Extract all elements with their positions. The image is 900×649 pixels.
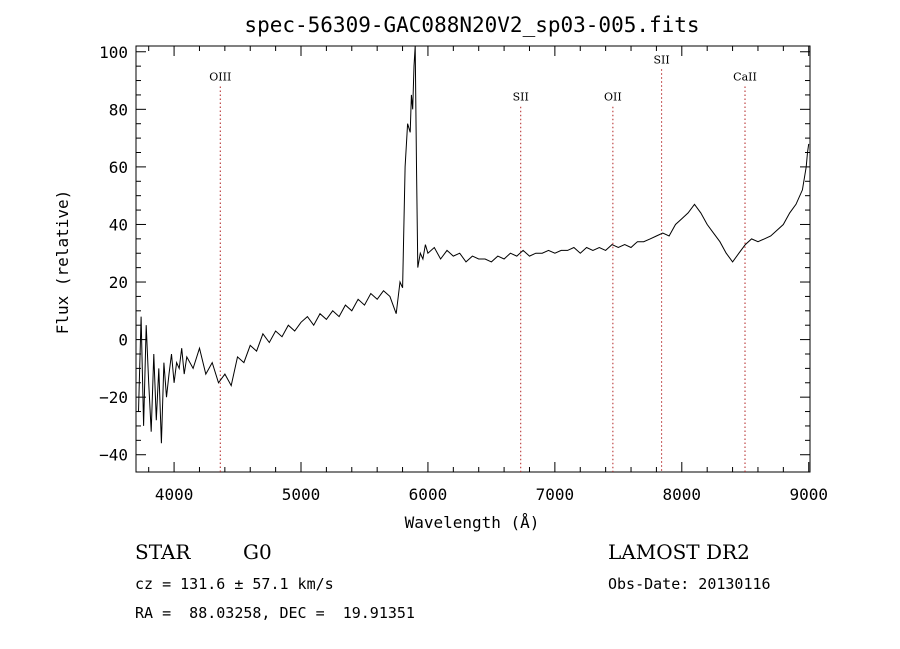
- x-tick-label: 5000: [282, 485, 321, 504]
- x-tick-label: 9000: [789, 485, 828, 504]
- y-tick-label: 20: [109, 273, 128, 292]
- y-axis-label: Flux (relative): [53, 190, 72, 335]
- y-tick-label: −40: [99, 446, 128, 465]
- plot-border: [135, 45, 811, 473]
- line-marker-label: SII: [654, 53, 670, 66]
- x-tick-label: 6000: [409, 485, 448, 504]
- axis-ticks: 4000 5000 6000 7000 8000 9000 −40 −20 0 20 40 60 80 1…: [99, 43, 828, 504]
- line-marker-label: SII: [513, 91, 529, 104]
- plot-frame: [135, 45, 811, 473]
- spectrum-series: [138, 45, 810, 444]
- y-tick-label: 60: [109, 158, 128, 177]
- y-tick-label: 0: [118, 331, 128, 350]
- redshift-text: cz = 131.6 ± 57.1 km/s: [135, 575, 334, 593]
- y-tick-label: −20: [99, 388, 128, 407]
- object-class: STAR: [135, 540, 191, 564]
- survey-label: LAMOST DR2: [608, 540, 750, 564]
- emission-line-markers: OIII SII OII SII CaII: [209, 53, 757, 472]
- object-subclass: G0: [243, 540, 272, 564]
- line-marker-label: OII: [604, 91, 622, 104]
- x-tick-label: 4000: [155, 485, 194, 504]
- y-tick-label: 100: [99, 43, 128, 62]
- obs-date-text: Obs-Date: 20130116: [608, 575, 771, 593]
- chart-title: spec-56309-GAC088N20V2_sp03-005.fits: [244, 13, 699, 37]
- line-marker-label: CaII: [733, 71, 757, 84]
- line-marker-label: OIII: [209, 71, 231, 84]
- spectrum-line: [138, 45, 810, 444]
- coords-text: RA = 88.03258, DEC = 19.91351: [135, 604, 415, 622]
- x-axis-label: Wavelength (Å): [405, 513, 540, 532]
- x-tick-label: 8000: [663, 485, 702, 504]
- y-tick-label: 80: [109, 100, 128, 119]
- y-tick-label: 40: [109, 215, 128, 234]
- x-tick-label: 7000: [536, 485, 575, 504]
